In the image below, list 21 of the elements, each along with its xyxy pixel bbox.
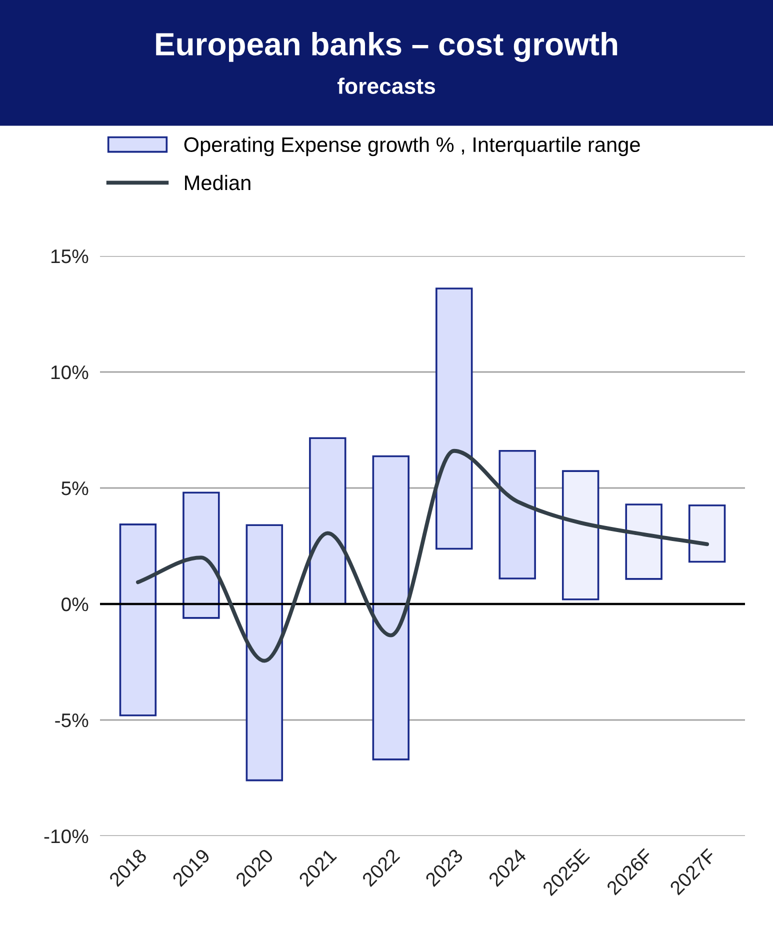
bar bbox=[246, 524, 284, 782]
bar bbox=[309, 437, 346, 605]
bar bbox=[498, 450, 536, 580]
bar bbox=[436, 288, 473, 550]
bar bbox=[372, 455, 410, 760]
y-tick-label: 0% bbox=[62, 597, 88, 612]
chart-title: European banks – cost growth bbox=[156, 32, 618, 62]
y-tick-label: -10% bbox=[44, 829, 88, 844]
y-tick-label: -5% bbox=[55, 714, 88, 728]
legend-label: Median bbox=[185, 174, 250, 190]
bar bbox=[562, 470, 600, 600]
legend-label: Operating Expense growth % , Interquartile range bbox=[184, 136, 640, 156]
y-tick-label: 5% bbox=[62, 482, 88, 496]
bar bbox=[119, 524, 157, 716]
bar bbox=[688, 504, 726, 563]
chart-subtitle: forecasts bbox=[337, 78, 435, 94]
bar bbox=[625, 504, 662, 580]
line-series bbox=[136, 448, 710, 663]
bar bbox=[182, 492, 220, 619]
y-tick-label: 15% bbox=[51, 250, 88, 264]
y-tick-label: 10% bbox=[51, 365, 88, 380]
